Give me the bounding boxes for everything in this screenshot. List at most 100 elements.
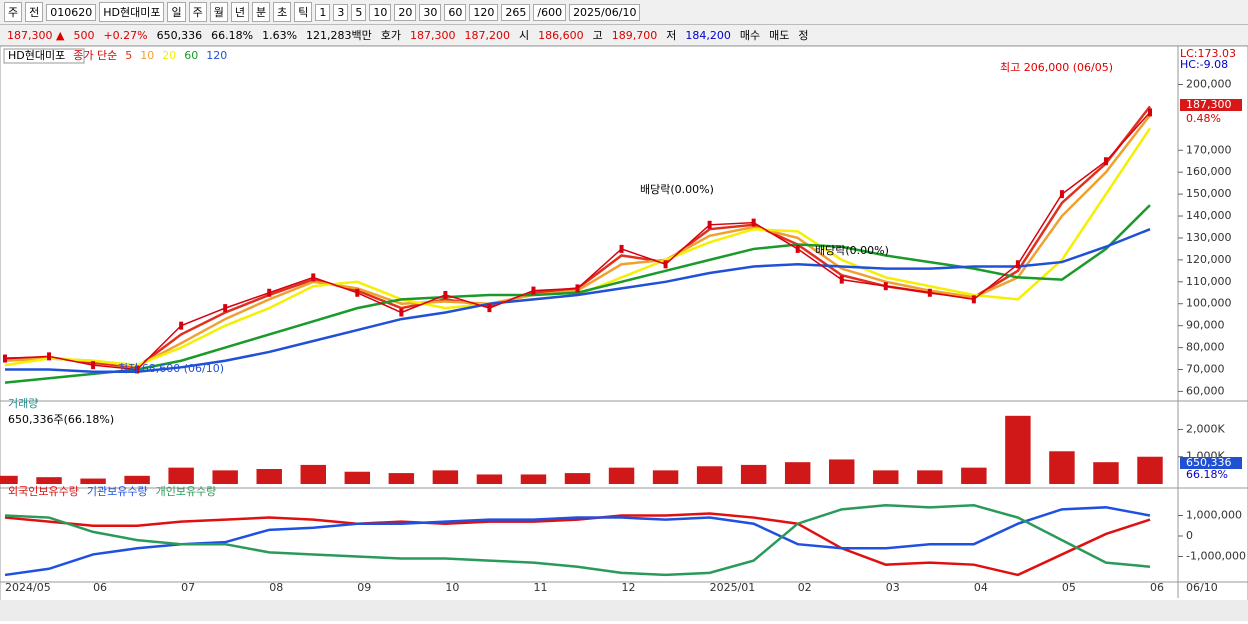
quote-item[interactable]: 187,200: [464, 28, 511, 42]
quote-item[interactable]: +0.27%: [103, 28, 148, 42]
x-tick-label: 2024/05: [5, 581, 51, 594]
volume-bar: [652, 470, 679, 484]
x-tick-label: 06: [93, 581, 107, 594]
volume-bar: [961, 467, 987, 484]
toolbar-item[interactable]: 주: [188, 2, 207, 22]
quote-item[interactable]: 189,700: [611, 28, 658, 42]
candle: [443, 290, 448, 299]
toolbar-item[interactable]: 일: [167, 2, 186, 22]
quote-item[interactable]: 고: [592, 29, 603, 42]
panel-title: HD현대미포: [8, 49, 65, 62]
toolbar-item[interactable]: 60: [444, 3, 467, 21]
toolbar-item[interactable]: 분: [251, 2, 271, 22]
price-box: [1180, 99, 1242, 111]
y-tick-label: 160,000: [1186, 165, 1232, 178]
toolbar-item[interactable]: 2025/06/10: [569, 3, 641, 21]
quote-item[interactable]: 시: [519, 29, 530, 42]
quote-bar: 187,300 ▲ 500 +0.27% 650,336 66.18% 1.63% 121,…: [0, 25, 1248, 46]
candle: [839, 275, 844, 284]
annotation: 최저 68,600 (06/10): [118, 362, 224, 375]
toolbar-item[interactable]: 1: [315, 3, 331, 21]
side-label: HC:-9.08: [1180, 58, 1228, 71]
y-tick-label: 200,000: [1186, 78, 1232, 91]
volume-bar: [212, 470, 238, 484]
legend-entry: 120: [206, 49, 227, 62]
quote-item[interactable]: 650,336: [156, 28, 203, 42]
quote-item[interactable]: 187,300 ▲: [7, 28, 65, 42]
quote-item[interactable]: 500: [73, 28, 95, 42]
toolbar-item[interactable]: 전: [25, 2, 44, 22]
y-tick-label: 80,000: [1186, 341, 1225, 354]
volume-bar: [80, 478, 106, 484]
toolbar-item[interactable]: 년: [230, 2, 249, 22]
quote-item[interactable]: 66.18%: [211, 28, 254, 42]
toolbar-item[interactable]: /600: [533, 3, 567, 21]
y-tick-label: 150,000: [1186, 187, 1232, 200]
candle: [1059, 190, 1064, 199]
quote-item[interactable]: 저: [666, 29, 677, 42]
candle: [223, 304, 228, 313]
volume-bar: [608, 467, 635, 484]
toolbar-item[interactable]: 010620: [46, 3, 97, 21]
volume-bar: [1137, 456, 1163, 484]
quote-item[interactable]: 매도: [769, 29, 790, 42]
side-label: 0.48%: [1186, 112, 1221, 125]
candle: [663, 260, 668, 269]
quote-item[interactable]: 187,300: [410, 28, 456, 42]
candle: [795, 244, 800, 253]
volume-bar: [1049, 451, 1075, 484]
volume-bar: [476, 474, 503, 484]
legend-entry: 개인보유수량: [156, 485, 217, 498]
candle: [355, 288, 360, 297]
legend-entry: 20: [162, 49, 176, 62]
y-tick-label: 110,000: [1186, 275, 1232, 288]
quote-item[interactable]: 정: [798, 29, 809, 42]
side-label: LC:173.03: [1180, 47, 1236, 60]
quote-item[interactable]: 186,600: [538, 28, 584, 42]
side-label: 187,300: [1186, 98, 1232, 111]
y-tick-label: 90,000: [1186, 319, 1225, 332]
legend-entry: 10: [140, 49, 154, 62]
candle: [1148, 108, 1152, 117]
toolbar-item[interactable]: 5: [351, 3, 367, 21]
volume-bar: [36, 477, 62, 484]
candle: [267, 288, 272, 297]
x-tick-label: 2025/01: [710, 581, 756, 594]
quote-item[interactable]: 1.63%: [262, 28, 298, 42]
annotation: 배당락(0.00%): [815, 244, 889, 257]
quote-item[interactable]: 호가: [380, 29, 402, 42]
quote-item[interactable]: 184,200: [685, 28, 731, 42]
toolbar-item[interactable]: 주: [4, 2, 23, 22]
toolbar-item[interactable]: 30: [419, 3, 442, 21]
toolbar-item[interactable]: 120: [469, 3, 499, 21]
volume-bar: [344, 471, 371, 484]
toolbar-item[interactable]: 틱: [294, 2, 313, 22]
series-line: [5, 228, 1151, 373]
candle: [179, 321, 184, 330]
x-tick-label: 08: [269, 581, 283, 594]
candle: [707, 220, 712, 229]
candle: [1015, 260, 1020, 269]
candle: [47, 352, 52, 361]
toolbar-item[interactable]: 3: [333, 3, 349, 21]
x-tick-label: 12: [622, 581, 636, 594]
volume-bar: [432, 470, 459, 484]
y-tick-label: 130,000: [1186, 231, 1232, 244]
scrollbar[interactable]: [0, 600, 1248, 621]
quote-item[interactable]: 매수: [739, 29, 761, 42]
y-tick-label: 60,000: [1186, 384, 1225, 397]
frame: [0, 45, 1248, 622]
toolbar-item[interactable]: 265: [501, 3, 531, 21]
toolbar-item[interactable]: 10: [369, 3, 392, 21]
volume-bar: [784, 462, 811, 484]
toolbar-item[interactable]: 월: [209, 2, 228, 22]
quote-item[interactable]: 121,283백만: [306, 29, 372, 42]
volume-bar: [696, 466, 723, 484]
volume-bar: [256, 469, 282, 484]
volume-bar: [873, 470, 899, 484]
volume-bar: [388, 473, 415, 484]
x-end-label: 06/10: [1186, 581, 1218, 594]
toolbar-item[interactable]: 초: [273, 2, 292, 22]
toolbar-item[interactable]: 20: [394, 3, 417, 21]
toolbar-item[interactable]: HD현대미포: [99, 2, 165, 22]
